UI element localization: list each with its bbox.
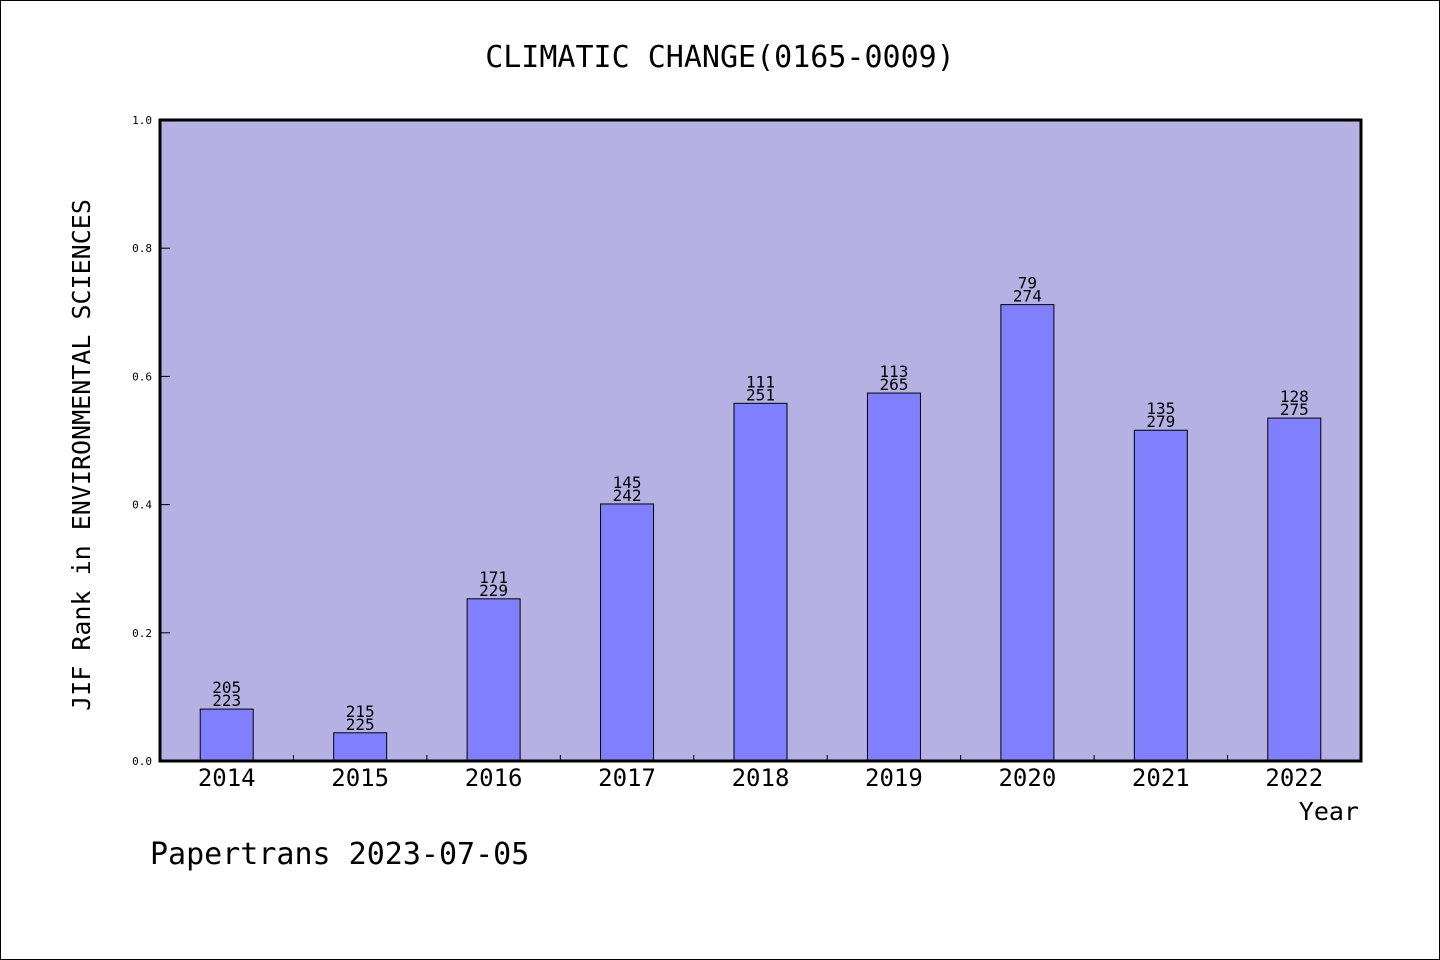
bar-total-label: 265 xyxy=(879,375,908,394)
bar-rank-label: 205 xyxy=(212,678,241,697)
bar-rank-label: 171 xyxy=(479,568,508,587)
x-tick-label: 2020 xyxy=(998,764,1056,792)
x-tick-label: 2018 xyxy=(732,764,790,792)
bar-total-label: 274 xyxy=(1013,287,1042,306)
x-axis-label: Year xyxy=(1299,797,1359,826)
x-tick-label: 2022 xyxy=(1265,764,1323,792)
bar-2015 xyxy=(333,732,388,762)
y-tick-label: 0.4 xyxy=(132,499,152,512)
x-tick-label: 2019 xyxy=(865,764,923,792)
bar-rank-label: 215 xyxy=(346,702,375,721)
x-tick-label: 2015 xyxy=(331,764,389,792)
chart-title: CLIMATIC CHANGE(0165-0009) xyxy=(485,40,955,75)
bar-rank-label: 113 xyxy=(879,362,908,381)
bar-2018 xyxy=(733,402,788,762)
bar-total-label: 229 xyxy=(479,581,508,600)
bar-total-label: 251 xyxy=(746,385,775,404)
bar-2016 xyxy=(466,598,521,762)
y-tick-label: 0.6 xyxy=(132,370,152,383)
y-tick-label: 1.0 xyxy=(132,114,152,127)
bar-rank-label: 128 xyxy=(1280,387,1309,406)
x-tick-label: 2016 xyxy=(465,764,523,792)
bar-2021 xyxy=(1133,429,1188,762)
bar-2017 xyxy=(600,503,655,762)
x-tick-label: 2021 xyxy=(1132,764,1190,792)
y-tick-label: 0.2 xyxy=(132,627,152,640)
x-tick-label: 2014 xyxy=(198,764,256,792)
bar-total-label: 275 xyxy=(1280,400,1309,419)
bar-rank-label: 135 xyxy=(1146,399,1175,418)
plot-border xyxy=(158,118,1363,763)
y-tick-label: 0.0 xyxy=(132,755,152,768)
footer-credit: Papertrans 2023-07-05 xyxy=(150,837,529,872)
y-axis-label: JIF Rank in ENVIRONMENTAL SCIENCES xyxy=(67,199,96,711)
bar-rank-label: 145 xyxy=(613,473,642,492)
bar-total-label: 223 xyxy=(212,691,241,710)
bar-2022 xyxy=(1267,417,1322,762)
bar-total-label: 225 xyxy=(346,715,375,734)
bar-total-label: 279 xyxy=(1146,412,1175,431)
y-tick-label: 0.8 xyxy=(132,242,152,255)
bar-2019 xyxy=(866,392,921,762)
bar-rank-label: 79 xyxy=(1018,274,1037,293)
x-tick-label: 2017 xyxy=(598,764,656,792)
bar-2020 xyxy=(1000,304,1055,762)
bar-total-label: 242 xyxy=(613,486,642,505)
bar-rank-label: 111 xyxy=(746,372,775,391)
bar-2014 xyxy=(199,708,254,762)
